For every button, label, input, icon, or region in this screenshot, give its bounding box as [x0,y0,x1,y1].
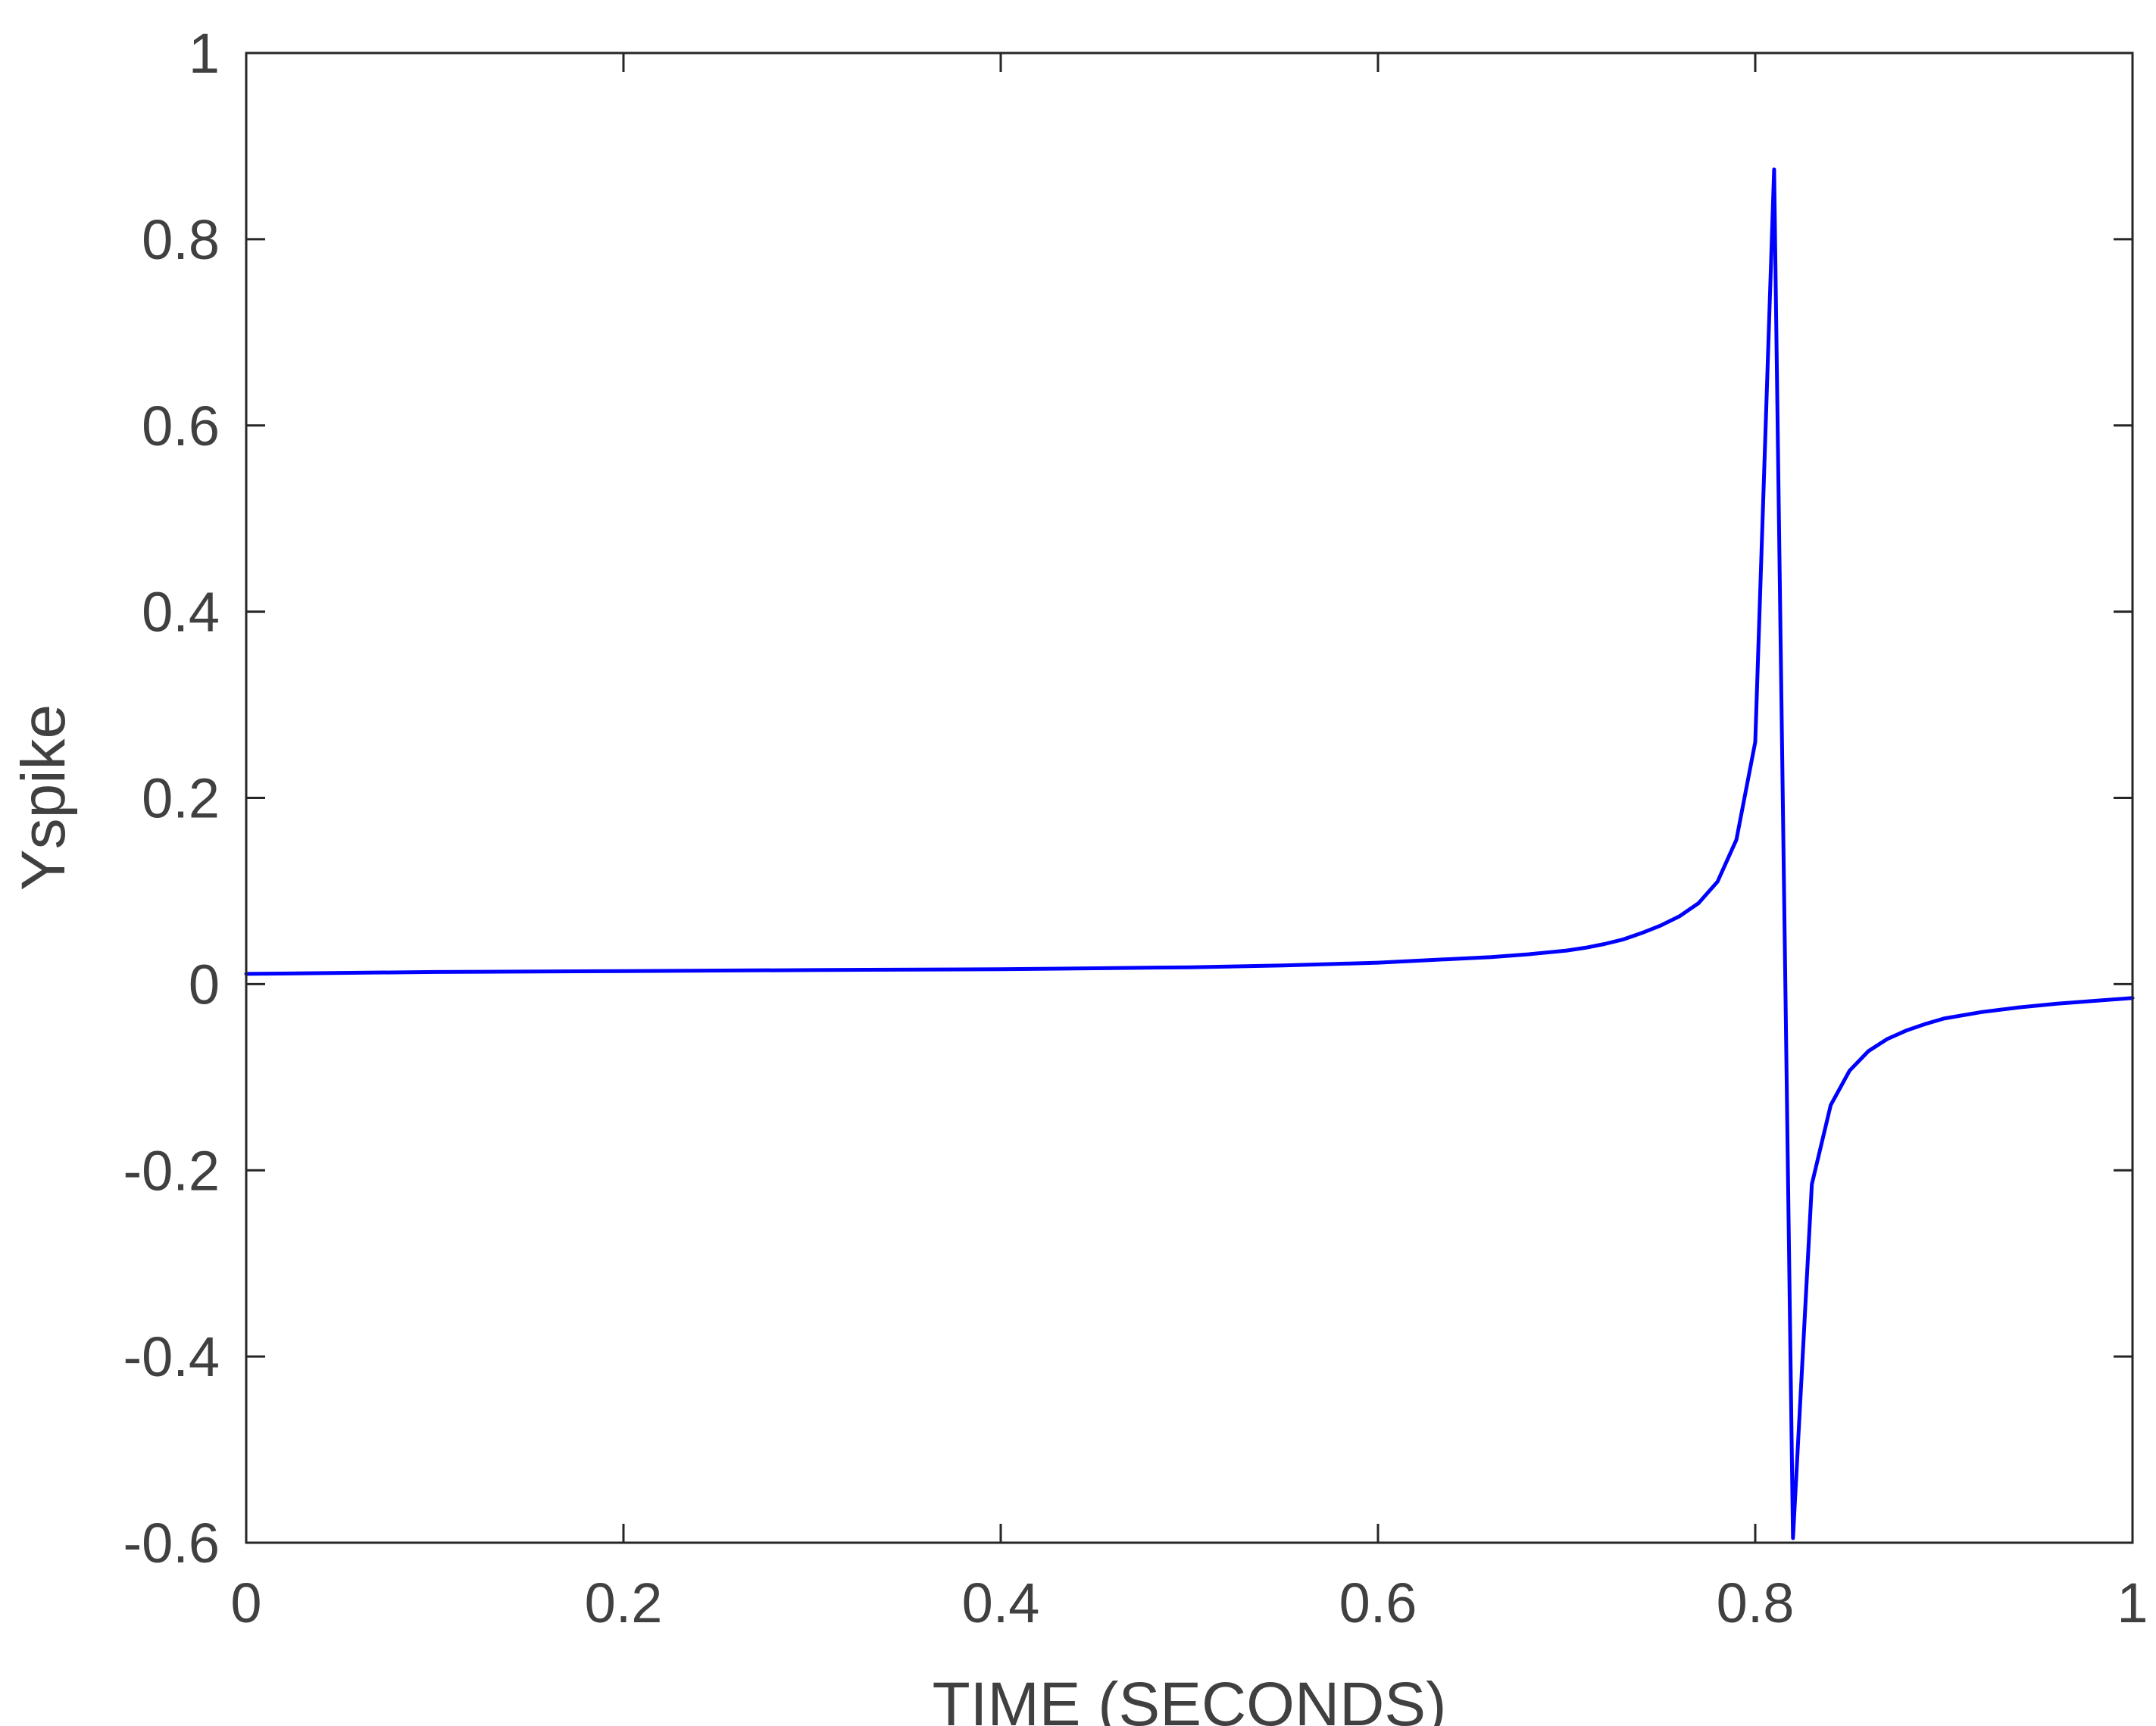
y-tick-label: -0.6 [123,1512,220,1575]
x-tick-label: 0.2 [585,1572,663,1634]
y-tick-label: 0.2 [142,767,220,830]
x-tick-label: 0 [230,1572,261,1634]
y-tick-label: 0 [189,953,220,1016]
axes-frame [245,51,2134,1544]
y-tick-label: -0.4 [123,1325,220,1388]
y-tick-label: 1 [189,22,220,85]
x-tick-label: 1 [2117,1572,2148,1634]
y-tick-label: -0.2 [123,1139,220,1202]
x-tick-label: 0.8 [1717,1572,1795,1634]
x-tick-label: 0.4 [962,1572,1040,1634]
plot-area [246,53,2133,1543]
y-axis-tick-labels: -0.6 -0.4 -0.2 0 0.2 0.4 0.6 0.8 1 [123,22,220,1575]
x-axis-title: TIME (SECONDS) [933,1670,1447,1726]
yspike-series-line [244,167,2135,1540]
y-tick-label: 0.6 [142,395,220,457]
x-axis-tick-labels: 0 0.2 0.4 0.6 0.8 1 [230,1572,2148,1634]
y-tick-label: 0.4 [142,581,220,644]
x-tick-label: 0.6 [1339,1572,1417,1634]
y-tick-label: 0.8 [142,208,220,271]
y-axis-title: Yspike [9,704,78,891]
